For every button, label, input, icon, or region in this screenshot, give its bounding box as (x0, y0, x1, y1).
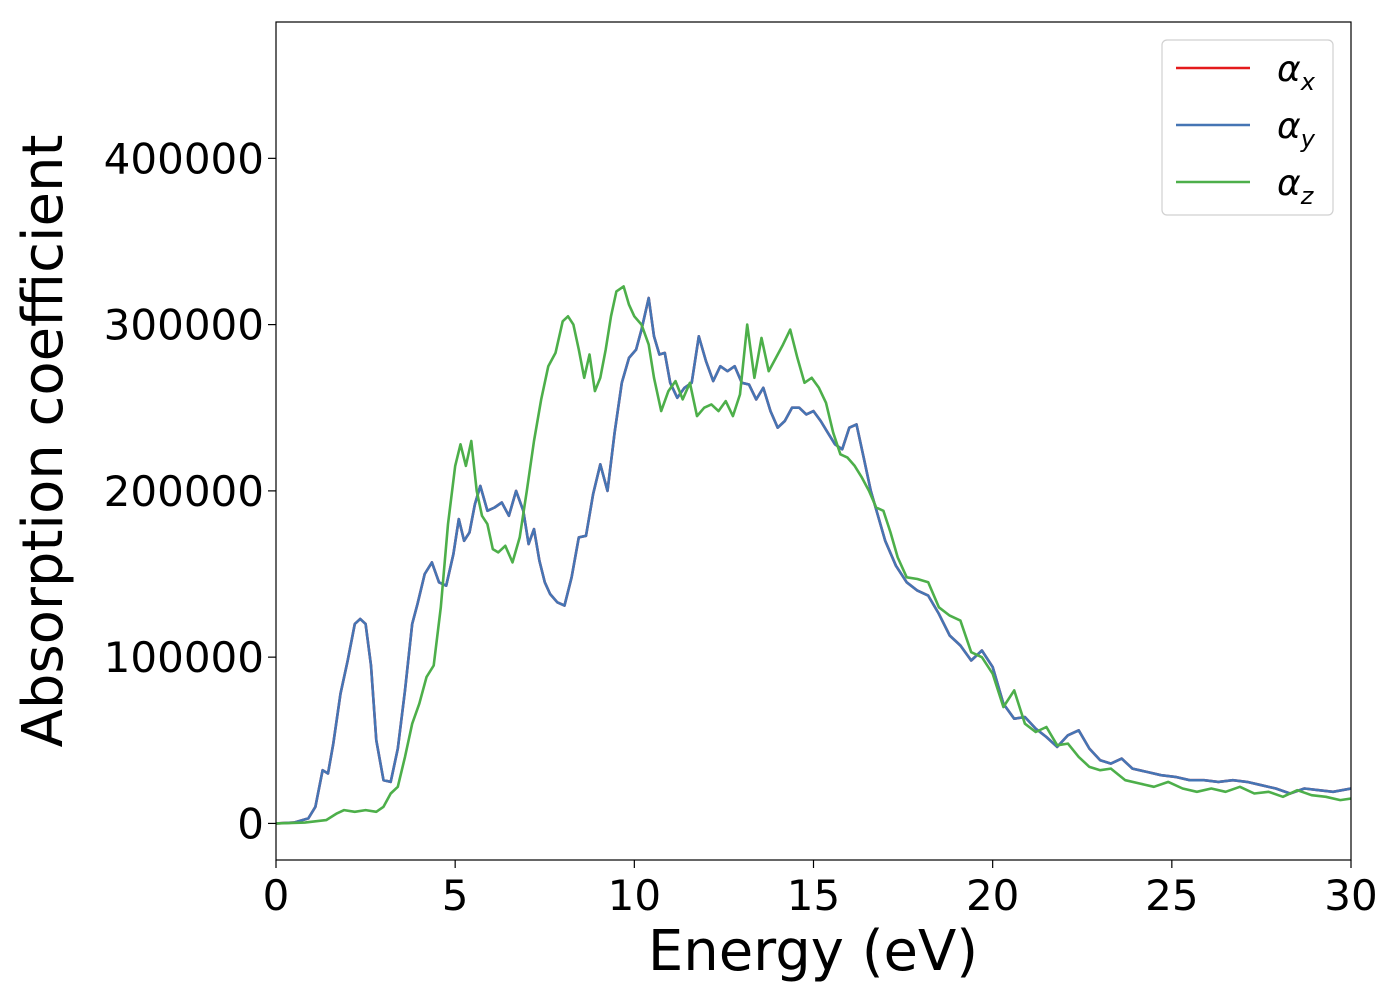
series-lines (276, 285, 1351, 825)
y-axis-ticks: 0 100000 200000 300000 400000 (104, 134, 276, 848)
x-tick-label: 0 (263, 871, 290, 920)
legend-label: αy (1277, 106, 1316, 153)
legend-frame (1161, 39, 1334, 216)
series-line-z (276, 285, 1351, 825)
x-tick-label: 20 (966, 871, 1019, 920)
y-tick-label: 200000 (104, 467, 264, 516)
y-tick-label: 100000 (104, 633, 264, 682)
x-tick-label: 30 (1324, 871, 1377, 920)
legend-label: αx (1277, 49, 1316, 96)
x-tick-label: 25 (1145, 871, 1198, 920)
x-axis-ticks: 0 5 10 15 20 25 30 (263, 860, 1378, 920)
y-tick-label: 0 (237, 799, 264, 848)
x-tick-label: 10 (608, 871, 661, 920)
x-tick-label: 15 (787, 871, 840, 920)
y-axis-label: Absorption coefficient (11, 135, 76, 748)
y-tick-label: 400000 (104, 134, 264, 183)
legend: αx αy αz (1161, 39, 1334, 216)
series-line-y (276, 296, 1351, 825)
legend-label: αz (1277, 163, 1315, 210)
x-tick-label: 5 (442, 871, 469, 920)
x-axis-label: Energy (eV) (648, 919, 978, 984)
y-tick-label: 300000 (104, 301, 264, 350)
